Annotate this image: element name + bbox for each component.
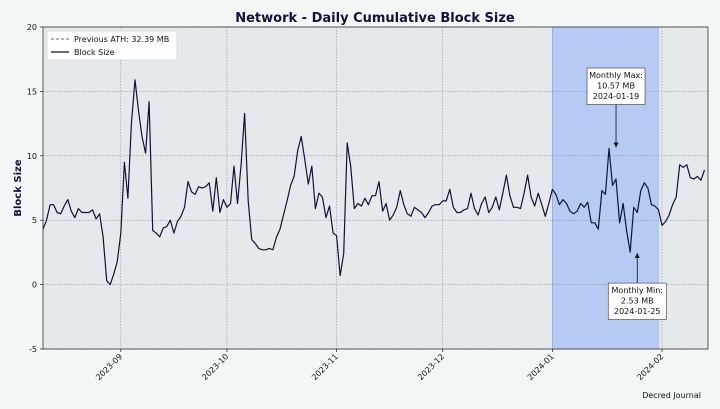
y-tick-label: 15 — [27, 87, 37, 96]
annotation-text-line: Monthly Max: — [589, 71, 643, 80]
x-tick-label: 2023-12 — [416, 352, 446, 382]
annotation-max: Monthly Max:10.57 MB 2024-01-19 — [586, 67, 646, 148]
annotation-text-line: 2.53 MB — [621, 297, 654, 306]
legend-series-label: Block Size — [74, 48, 115, 57]
x-tick-label: 2024-02 — [635, 352, 665, 382]
y-axis-label: Block Size — [13, 159, 24, 216]
y-tick-label: 5 — [32, 216, 37, 225]
annotation-box — [607, 282, 667, 320]
source-credit: Decred Journal — [642, 391, 701, 400]
annotation-text-line: Monthly Min: — [612, 286, 663, 295]
plot-frame — [42, 26, 709, 350]
y-tick-label: -5 — [29, 345, 37, 354]
legend-box — [46, 30, 178, 61]
annotation-arrowhead — [634, 253, 640, 259]
annotation-text-line: 2024-01-19 — [593, 92, 640, 101]
annotation-text-line: 10.57 MB — [597, 81, 635, 90]
legend: Previous ATH: 32.39 MB Block Size — [46, 30, 178, 61]
x-tick-label: 2023-10 — [200, 352, 230, 382]
x-tick-label: 2023-11 — [310, 352, 340, 382]
y-tick-label: 20 — [27, 23, 37, 32]
x-tick-label: 2024-01 — [526, 352, 556, 382]
y-tick-label: 10 — [27, 152, 37, 161]
line-layer — [42, 79, 706, 286]
annotation-box — [586, 67, 646, 105]
annotation-text-line: 2024-01-25 — [614, 307, 661, 316]
block-size-line — [42, 79, 706, 286]
x-tick-label: 2023-09 — [94, 352, 124, 382]
chart-title: Network - Daily Cumulative Block Size — [235, 11, 515, 26]
y-tick-label: 0 — [32, 281, 37, 290]
annotation-arrowhead — [613, 142, 619, 148]
annotation-layer: Monthly Max:10.57 MB 2024-01-19 Monthly Mi… — [586, 67, 667, 320]
legend-ath-label: Previous ATH: 32.39 MB — [74, 35, 169, 44]
